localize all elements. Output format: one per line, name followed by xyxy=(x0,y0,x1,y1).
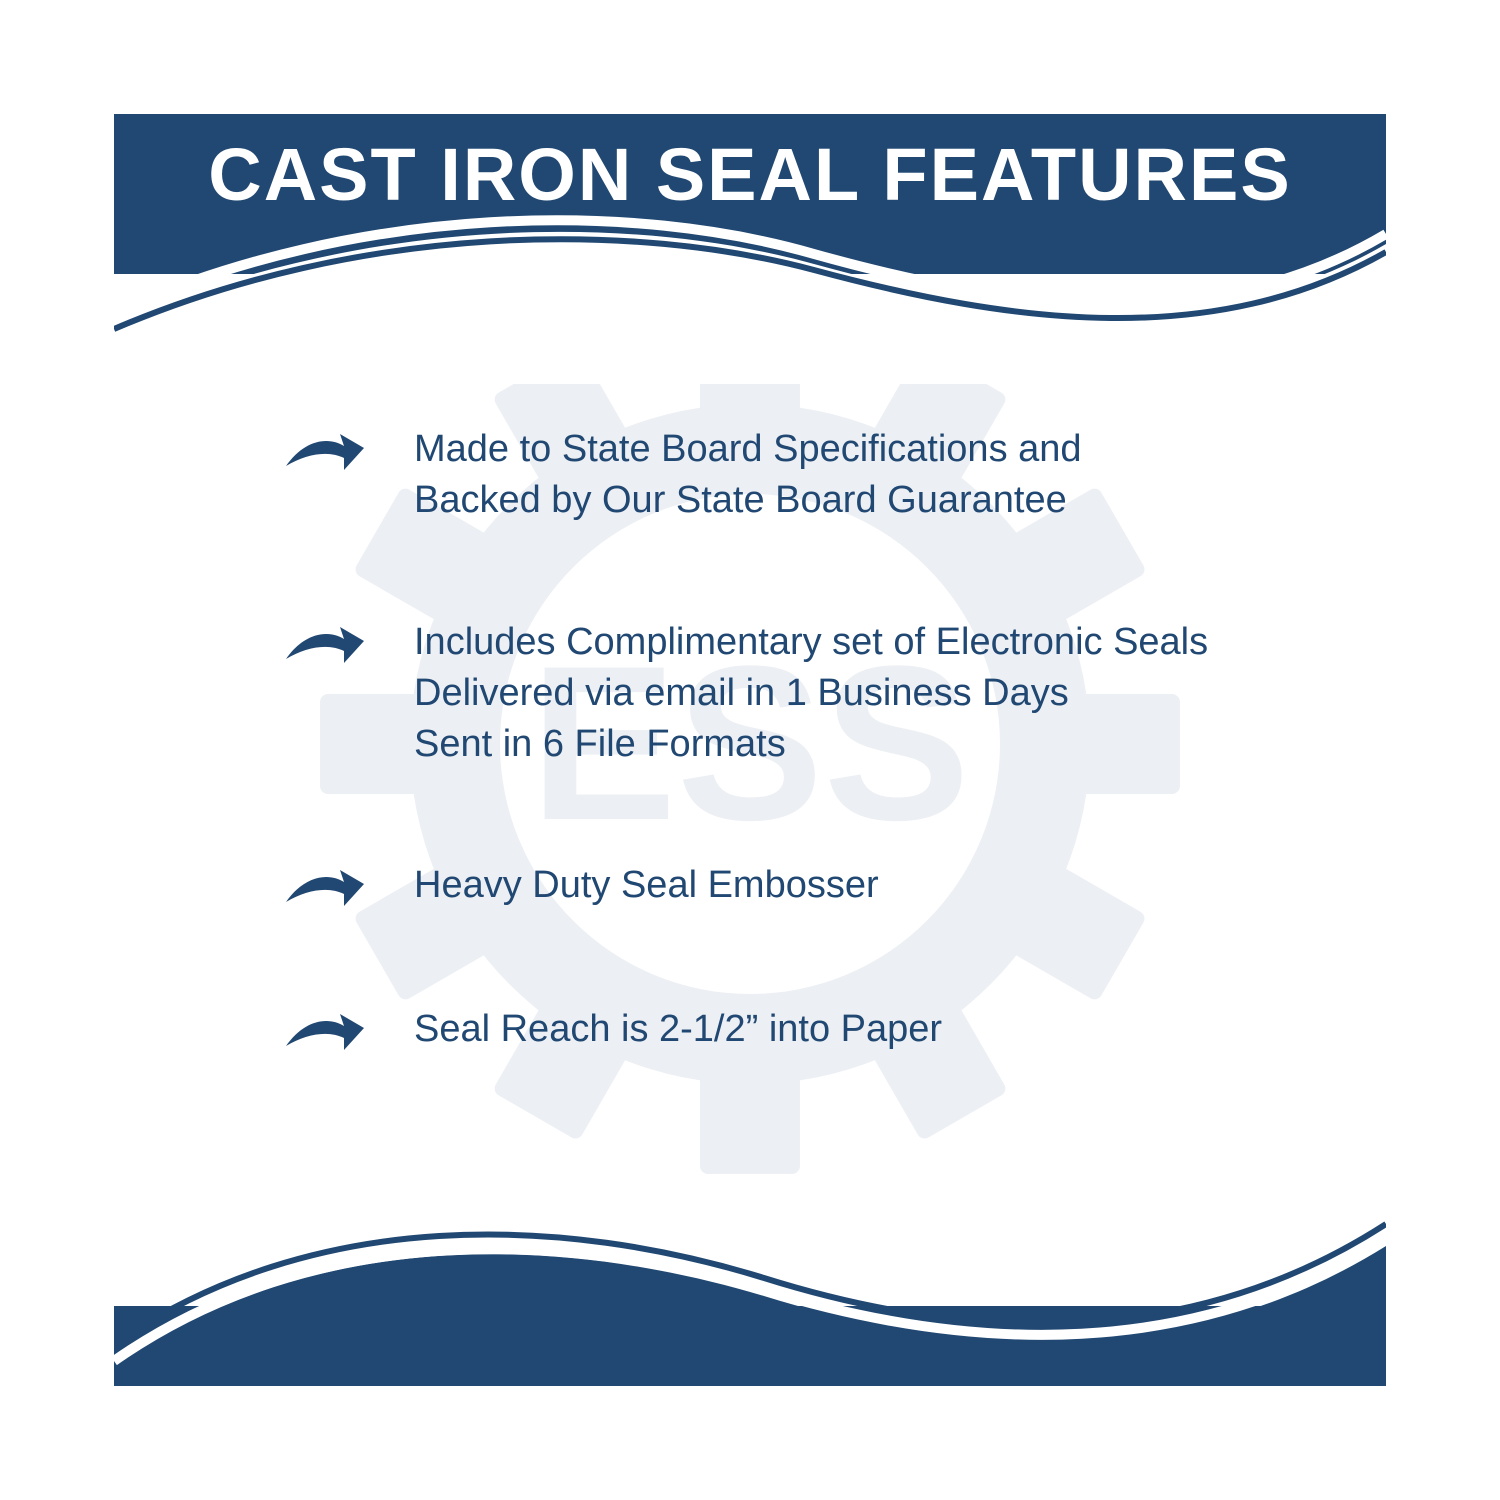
feature-line: Sent in 6 File Formats xyxy=(414,719,1208,770)
feature-list: Made to State Board Specifications and B… xyxy=(284,424,1326,1148)
header-wave-decor xyxy=(114,204,1386,384)
arrow-right-icon xyxy=(284,621,364,671)
footer-wave-decor xyxy=(114,1166,1386,1386)
arrow-right-icon xyxy=(284,864,364,914)
page-title: CAST IRON SEAL FEATURES xyxy=(114,132,1386,217)
feature-line: Heavy Duty Seal Embosser xyxy=(414,860,879,911)
feature-line: Backed by Our State Board Guarantee xyxy=(414,475,1082,526)
feature-line: Seal Reach is 2-1/2” into Paper xyxy=(414,1004,942,1055)
feature-text: Includes Complimentary set of Electronic… xyxy=(414,617,1208,771)
feature-item: Heavy Duty Seal Embosser xyxy=(284,860,1326,914)
arrow-right-icon xyxy=(284,1008,364,1058)
arrow-right-icon xyxy=(284,428,364,478)
feature-line: Includes Complimentary set of Electronic… xyxy=(414,617,1208,668)
feature-line: Delivered via email in 1 Business Days xyxy=(414,668,1208,719)
feature-text: Heavy Duty Seal Embosser xyxy=(414,860,879,911)
feature-line: Made to State Board Specifications and xyxy=(414,424,1082,475)
feature-item: Seal Reach is 2-1/2” into Paper xyxy=(284,1004,1326,1058)
feature-item: Made to State Board Specifications and B… xyxy=(284,424,1326,527)
feature-item: Includes Complimentary set of Electronic… xyxy=(284,617,1326,771)
feature-text: Made to State Board Specifications and B… xyxy=(414,424,1082,527)
feature-text: Seal Reach is 2-1/2” into Paper xyxy=(414,1004,942,1055)
infographic-card: CAST IRON SEAL FEATURES ESS xyxy=(114,114,1386,1386)
